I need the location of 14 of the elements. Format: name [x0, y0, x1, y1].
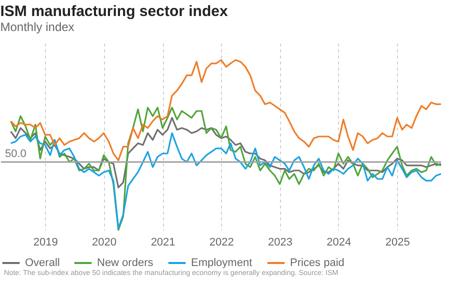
x-tick-label: 2024 [326, 236, 352, 248]
x-tick-label: 2022 [209, 236, 234, 248]
annotation: 50.0 [5, 148, 26, 160]
x-tick-label: 2020 [92, 236, 117, 248]
x-tick-label: 2021 [150, 236, 176, 248]
legend-label: Overall [25, 257, 60, 269]
legend-label: Employment [191, 257, 252, 269]
legend-label: New orders [97, 257, 154, 269]
x-tick-label: 2019 [33, 236, 58, 248]
legend-label: Prices paid [290, 257, 344, 269]
x-tick-label: 2023 [268, 236, 293, 248]
chart-subtitle: Monthly index [0, 20, 74, 34]
chart-title: ISM manufacturing sector index [0, 3, 228, 20]
x-tick-label: 2025 [385, 236, 410, 248]
